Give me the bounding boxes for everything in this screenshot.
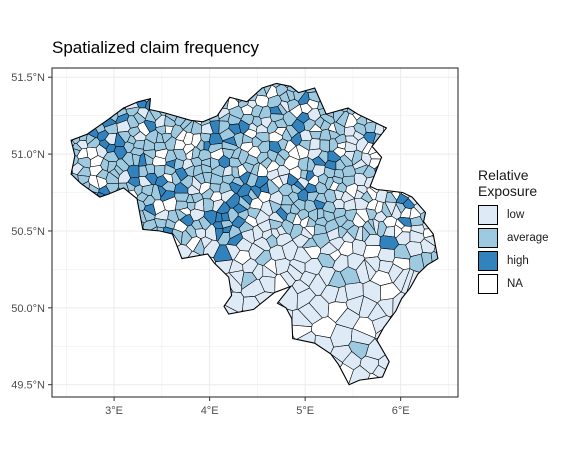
legend-swatch-average xyxy=(478,227,498,248)
legend-label-average: average xyxy=(507,231,549,244)
region xyxy=(202,198,215,213)
region xyxy=(342,165,356,177)
x-tick-label: 4°E xyxy=(201,405,219,417)
y-tick-label: 50.5°N xyxy=(11,226,45,238)
legend-title-line-1: Relative xyxy=(478,167,529,183)
region xyxy=(245,154,259,166)
y-tick-label: 51.5°N xyxy=(11,72,45,84)
x-tick-label: 3°E xyxy=(105,405,123,417)
legend-item-average: average xyxy=(478,226,549,249)
legend-title: Relative Exposure xyxy=(478,167,549,199)
legend-label-high: high xyxy=(507,254,529,267)
region xyxy=(377,247,396,263)
legend-swatch-na xyxy=(478,273,498,294)
legend: Relative Exposure low average high NA xyxy=(478,167,549,295)
legend-swatch-high xyxy=(478,250,498,271)
region xyxy=(332,198,345,210)
plot-panel-border xyxy=(51,67,459,398)
x-tick-label: 5°E xyxy=(296,405,314,417)
x-tick-label: 6°E xyxy=(392,405,410,417)
country-outline xyxy=(70,82,439,386)
region xyxy=(350,373,394,385)
region xyxy=(309,138,321,151)
legend-item-na: NA xyxy=(478,272,549,295)
legend-item-low: low xyxy=(478,203,549,226)
legend-item-high: high xyxy=(478,249,549,272)
legend-swatch-low xyxy=(478,204,498,225)
chart-title: Spatialized claim frequency xyxy=(52,38,259,57)
legend-label-na: NA xyxy=(507,277,523,290)
legend-label-low: low xyxy=(507,208,525,221)
legend-title-line-2: Exposure xyxy=(478,183,538,199)
y-tick-label: 50.0°N xyxy=(11,303,45,315)
y-tick-label: 49.5°N xyxy=(11,380,45,392)
y-tick-label: 51.0°N xyxy=(11,149,45,161)
region xyxy=(222,136,237,146)
axis-ticks: 3°E 4°E 5°E 6°E 49.5°N 50.0°N 50.5°N 51.0°N 51.5… xyxy=(11,72,409,417)
region xyxy=(433,232,438,269)
